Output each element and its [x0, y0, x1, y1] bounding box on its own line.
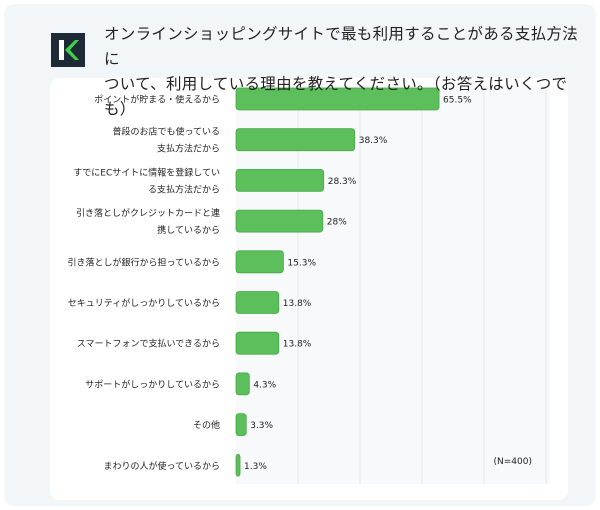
data-label: 28% [327, 218, 347, 228]
data-label: 3.3% [250, 421, 273, 431]
category-label: 支払方法だから [157, 143, 220, 155]
logo [51, 33, 85, 67]
category-label: まわりの人が使っているから [103, 460, 220, 472]
category-label: 引き落としが銀行から担っているから [67, 256, 220, 268]
data-label: 38.3% [359, 136, 388, 146]
data-label: 13.8% [283, 299, 312, 309]
category-label: セキュリティがしっかりしているから [68, 297, 220, 309]
bar [235, 168, 325, 192]
data-label: 65.5% [443, 96, 472, 106]
data-label: 4.3% [253, 380, 276, 390]
title-line-1: オンラインショッピングサイトで最も利用することがある支払方法に [104, 25, 579, 68]
bar-chart: 65.5% ポイントが貯まる・使えるから 38.3% 普段のお店でも使っている支払方法… [67, 86, 550, 484]
category-label: サポートがしっかりしているから [85, 378, 220, 390]
plot-area [236, 86, 550, 484]
page-title: オンラインショッピングサイトで最も利用することがある支払方法に ついて、利用して… [104, 22, 584, 122]
sample-size-note: (N=400) [494, 457, 532, 467]
k-logo-icon [59, 40, 79, 60]
category-label: スマートフォンで支払いできるから [77, 338, 220, 350]
data-label: 1.3% [244, 462, 267, 472]
bar [235, 331, 280, 355]
category-label: る支払方法だから [148, 183, 220, 195]
bar [235, 453, 241, 477]
title-line-2: ついて、利用している理由を教えてください。（お答えはいくつでも） [104, 75, 568, 118]
data-label: 13.8% [283, 340, 312, 350]
bar [235, 372, 250, 396]
category-label: 普段のお店でも使っている [112, 126, 220, 138]
data-label: 15.3% [287, 258, 316, 268]
data-label: 28.3% [328, 177, 357, 187]
bar [235, 209, 324, 233]
category-label: 引き落としがクレジットカードと連 [76, 207, 220, 219]
bar [235, 87, 440, 111]
category-label: ポイントが貯まる・使えるから [94, 94, 220, 106]
bar [235, 128, 356, 152]
category-label: その他 [193, 419, 220, 431]
bar [235, 413, 247, 437]
category-label: 携しているから [157, 224, 220, 236]
bar [235, 291, 280, 314]
bar [235, 250, 284, 274]
category-label: すでにECサイトに情報を登録してい [73, 166, 220, 178]
